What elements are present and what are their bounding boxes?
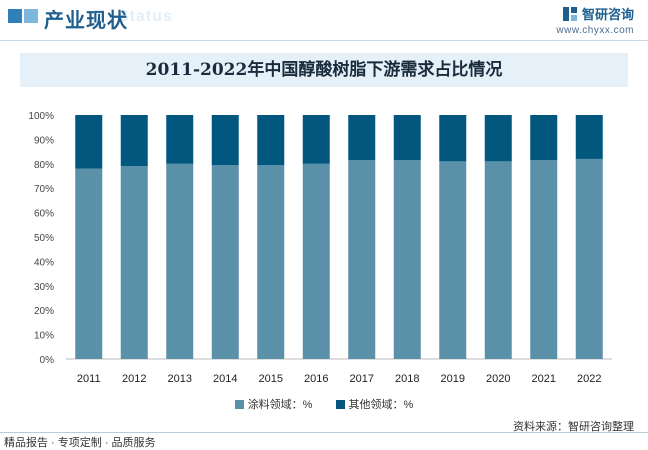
- y-tick-label: 40%: [34, 257, 54, 268]
- x-tick-label: 2012: [122, 373, 146, 385]
- bar-coating: [211, 165, 239, 359]
- x-tick-label: 2020: [486, 373, 510, 385]
- bar-coating: [75, 168, 103, 359]
- y-tick-label: 10%: [34, 331, 54, 342]
- legend-swatch-coating: [234, 399, 244, 409]
- bar-other: [348, 115, 376, 161]
- legend-label-other: 其他领域：%: [348, 399, 414, 411]
- bar-other: [484, 115, 512, 162]
- y-tick-label: 50%: [34, 233, 54, 244]
- legend-item-other: 其他领域：%: [335, 396, 414, 412]
- brand: 智研咨询 www.chyxx.com: [556, 4, 634, 36]
- bar-other: [302, 115, 330, 164]
- x-tick-label: 2015: [259, 373, 283, 385]
- x-tick-label: 2017: [350, 373, 374, 385]
- bar-other: [575, 115, 603, 159]
- y-tick-label: 60%: [34, 209, 54, 220]
- x-tick-label: 2021: [532, 373, 556, 385]
- bar-coating: [348, 160, 376, 359]
- legend: 涂料领域：% 其他领域：%: [0, 396, 648, 412]
- legend-item-coating: 涂料领域：%: [234, 396, 313, 412]
- bar-other: [257, 115, 285, 166]
- brand-name: 智研咨询: [581, 7, 634, 22]
- bar-coating: [575, 158, 603, 359]
- x-tick-label: 2014: [213, 373, 237, 385]
- y-tick-label: 80%: [34, 160, 54, 171]
- bar-coating: [257, 165, 285, 359]
- brand-logo-icon: [562, 6, 577, 21]
- x-tick-label: 2011: [77, 373, 101, 385]
- footer-tagline: 精品报告 · 专项定制 · 品质服务: [4, 437, 156, 449]
- y-tick-label: 70%: [34, 184, 54, 195]
- legend-swatch-other: [335, 399, 345, 409]
- bar-other: [211, 115, 239, 166]
- bar-coating: [439, 161, 467, 359]
- header-divider: [0, 40, 648, 41]
- bar-coating: [530, 160, 558, 359]
- legend-label-coating: 涂料领域：%: [247, 399, 313, 411]
- y-tick-label: 30%: [34, 282, 54, 293]
- bar-other: [120, 115, 148, 167]
- bar-other: [75, 115, 103, 169]
- y-tick-label: 0%: [40, 355, 55, 366]
- x-tick-label: 2022: [577, 373, 601, 385]
- chart-title-box: 2011-2022年中国醇酸树脂下游需求占比情况: [20, 53, 628, 87]
- chart-title: 2011-2022年中国醇酸树脂下游需求占比情况: [145, 60, 503, 80]
- bar-other: [393, 115, 421, 161]
- bar-coating: [302, 163, 330, 359]
- page-header: Status 产业现状 智研咨询 www.chyxx.com: [0, 0, 648, 36]
- bar-coating: [166, 163, 194, 359]
- section-marker-icon-light: [24, 9, 38, 23]
- x-tick-label: 2013: [168, 373, 192, 385]
- section-watermark: Status: [118, 8, 173, 25]
- section-marker-icon: [8, 9, 22, 23]
- x-tick-label: 2019: [441, 373, 465, 385]
- footer-divider: [0, 432, 648, 433]
- bar-coating: [393, 160, 421, 359]
- bar-other: [166, 115, 194, 164]
- bar-other: [530, 115, 558, 161]
- x-tick-label: 2016: [304, 373, 328, 385]
- y-tick-label: 100%: [28, 111, 54, 122]
- bar-coating: [484, 161, 512, 359]
- brand-url: www.chyxx.com: [556, 25, 634, 36]
- x-tick-label: 2018: [395, 373, 419, 385]
- y-tick-label: 20%: [34, 306, 54, 317]
- bar-other: [439, 115, 467, 162]
- y-tick-label: 90%: [34, 135, 54, 146]
- section-title: 产业现状: [44, 10, 128, 32]
- source-note: 资料来源：智研咨询整理: [513, 421, 634, 433]
- bar-coating: [120, 166, 148, 359]
